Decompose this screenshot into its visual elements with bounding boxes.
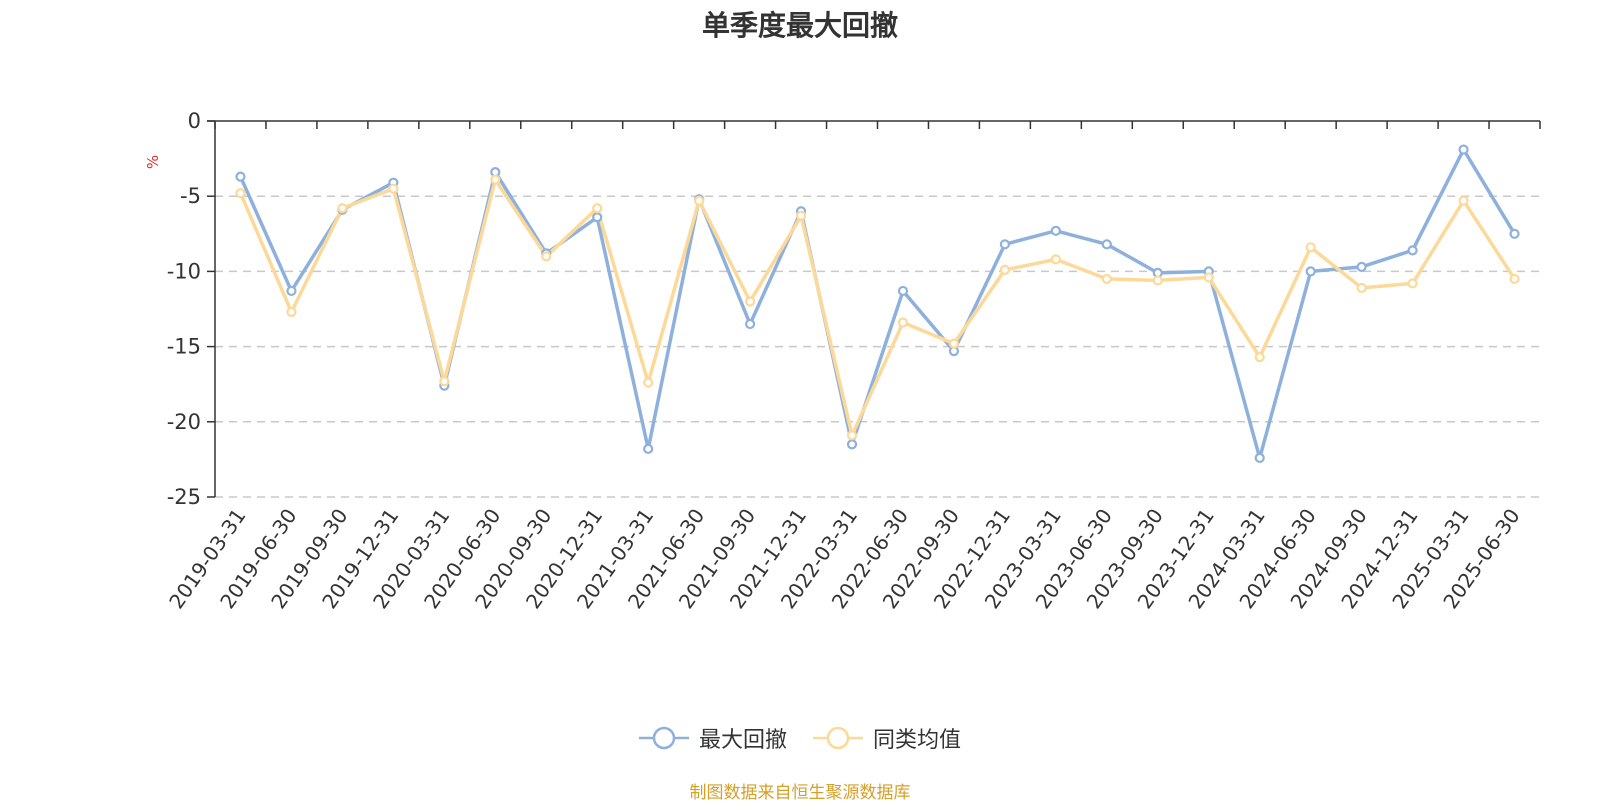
series-2-point [999,264,1011,275]
series-2-point [388,183,399,194]
series-2-point [1050,254,1061,265]
series-1-point [1356,261,1367,272]
series-1-point [592,212,603,223]
series-2-point [948,338,960,349]
y-axis-unit: % [144,155,162,169]
series-2-point [1407,278,1418,289]
series-1-point [235,171,246,182]
axes: 0-5-10-15-20-252019-03-312019-06-302019-… [164,109,1541,613]
series-2-point [1458,195,1469,206]
y-tick-label: 0 [188,109,201,133]
series-1-point [643,443,654,454]
series-1-point [744,318,756,330]
y-tick-label: -15 [167,335,201,359]
y-tick-label: -5 [180,184,201,208]
series-1-point [1050,225,1061,236]
legend-item[interactable]: 最大回撤 [638,722,787,754]
series-line-2 [238,177,1516,438]
series-2-point [694,195,705,206]
series-2-point [490,174,501,185]
legend-label: 最大回撤 [698,728,787,753]
series-1-point [1305,266,1316,277]
line-chart: 0-5-10-15-20-252019-03-312019-06-302019-… [144,109,1541,613]
grid-lines [215,195,1540,498]
series-2-point [1356,282,1367,294]
series-1-point [286,285,297,297]
series-2-point [235,188,246,199]
legend-swatch-icon [813,726,863,750]
series-2-point [1305,242,1316,253]
series-2-point [1254,352,1265,363]
series-2-point [592,203,603,214]
legend-swatch-icon [638,726,689,750]
chart-title: 单季度最大回撤 [701,9,898,42]
series-2-point [1101,273,1112,285]
legend: 最大回撤 同类均值 [0,722,1600,754]
series-2-point [1203,272,1214,283]
series-2-point [1152,275,1163,286]
series-1-point [897,285,909,297]
series-1-point [999,239,1011,250]
series-2-point [795,210,807,221]
series-2-point [286,306,297,318]
y-tick-label: -20 [167,410,201,434]
series-2-point [744,296,756,307]
series-2-point [1509,273,1520,285]
series-2-point [541,251,552,262]
series-1-point [1101,239,1112,250]
series-layer [235,144,1520,463]
series-2-point [439,376,450,387]
series-2-point [846,430,858,441]
y-tick-label: -25 [167,485,201,509]
series-1-point [1254,452,1265,463]
series-2-point [643,377,654,388]
y-tick-label: -10 [167,259,201,283]
series-1-point [1407,245,1418,256]
series-1-point [1458,144,1469,155]
legend-item[interactable]: 同类均值 [813,722,961,754]
source-note: 制图数据来自恒生聚源数据库 [689,783,911,803]
series-1-point [1509,228,1520,239]
series-2-point [897,317,909,328]
series-1-point [846,439,858,450]
legend-label: 同类均值 [873,728,962,753]
series-2-point [337,203,348,214]
